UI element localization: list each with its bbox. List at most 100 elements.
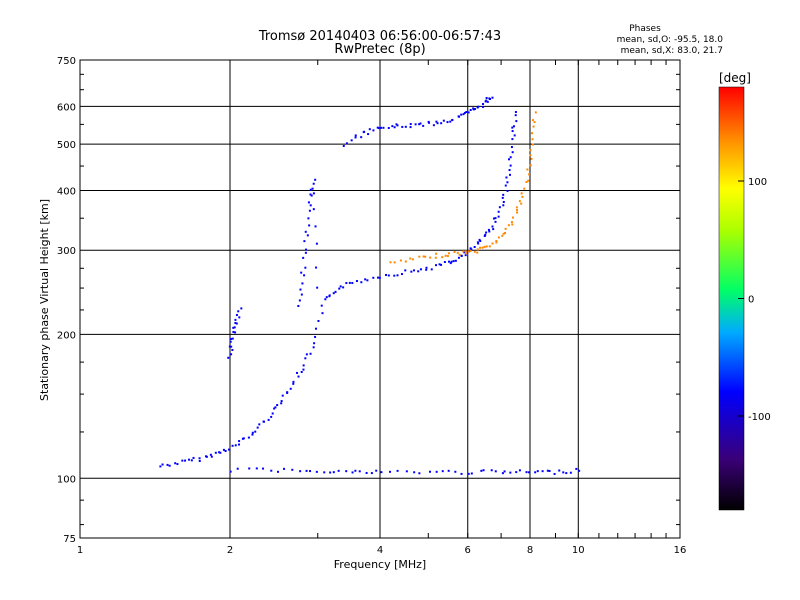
data-point	[473, 250, 476, 253]
data-point	[192, 456, 195, 459]
data-point	[470, 248, 473, 251]
data-point	[306, 234, 309, 237]
data-point	[345, 142, 348, 145]
data-point	[400, 273, 403, 276]
data-point	[205, 455, 208, 458]
data-point	[307, 201, 310, 204]
y-tick-label: 75	[63, 534, 76, 545]
data-point	[311, 187, 314, 190]
y-tick-label: 100	[57, 474, 76, 485]
data-point	[464, 254, 467, 257]
data-point	[404, 260, 407, 263]
data-point	[417, 270, 420, 273]
data-point	[251, 433, 254, 436]
data-point	[435, 252, 438, 255]
data-point	[305, 353, 308, 356]
data-point	[513, 134, 516, 137]
data-point	[476, 248, 479, 251]
data-point	[348, 281, 351, 284]
data-point	[469, 249, 472, 252]
data-point	[404, 125, 407, 128]
x-tick-label: 10	[572, 545, 585, 556]
data-point	[508, 158, 511, 161]
data-point	[309, 188, 312, 191]
data-point	[482, 103, 485, 106]
data-point	[161, 463, 164, 466]
data-point	[302, 368, 305, 371]
data-point	[303, 240, 306, 243]
data-point	[271, 412, 274, 415]
data-point	[232, 330, 235, 333]
data-point	[358, 470, 361, 473]
data-point	[270, 469, 273, 472]
data-point	[255, 467, 258, 470]
data-point	[495, 241, 498, 244]
data-point	[227, 448, 230, 451]
data-point	[181, 459, 184, 462]
data-point	[321, 312, 324, 315]
data-point	[235, 322, 238, 325]
data-point	[452, 260, 455, 263]
data-point	[410, 270, 413, 273]
data-point	[529, 149, 532, 152]
data-point	[504, 231, 507, 234]
data-point	[512, 125, 515, 128]
data-point	[231, 348, 234, 351]
data-point	[337, 469, 340, 472]
data-point	[514, 110, 517, 113]
data-point	[262, 467, 265, 470]
data-point	[541, 470, 544, 473]
data-point	[354, 134, 357, 137]
data-point	[238, 440, 241, 443]
data-point	[470, 472, 473, 475]
data-point	[508, 169, 511, 172]
data-point	[409, 123, 412, 126]
data-point	[247, 436, 250, 439]
data-point	[465, 111, 468, 114]
data-point	[184, 459, 187, 462]
data-point	[504, 184, 507, 187]
data-point	[435, 264, 438, 267]
data-point	[511, 223, 514, 226]
data-point	[553, 472, 556, 475]
data-point	[230, 353, 233, 356]
data-point	[450, 260, 453, 263]
data-point	[308, 224, 311, 227]
data-point	[477, 105, 480, 108]
data-point	[422, 255, 425, 258]
data-point	[168, 464, 171, 467]
data-point	[483, 245, 486, 248]
data-point	[302, 256, 305, 259]
data-point	[515, 206, 518, 209]
data-point	[548, 469, 551, 472]
data-point	[441, 470, 444, 473]
x-axis-label: Frequency [MHz]	[334, 558, 426, 571]
data-point	[312, 208, 315, 211]
y-tick-label: 600	[57, 102, 76, 113]
data-point	[363, 130, 366, 133]
data-point	[485, 231, 488, 234]
data-point	[286, 391, 289, 394]
data-point	[525, 471, 528, 474]
data-point	[528, 173, 531, 176]
data-point	[527, 471, 530, 474]
data-point	[262, 420, 265, 423]
data-point	[479, 246, 482, 249]
data-point	[505, 176, 508, 179]
data-point	[228, 345, 231, 348]
data-point	[277, 470, 280, 473]
data-point	[328, 294, 331, 297]
data-point	[425, 266, 428, 269]
data-point	[382, 126, 385, 129]
data-point	[387, 127, 390, 130]
data-point	[267, 418, 270, 421]
data-point	[436, 122, 439, 125]
data-point	[230, 345, 233, 348]
data-point	[467, 250, 470, 253]
data-point	[387, 274, 390, 277]
data-point	[393, 274, 396, 277]
data-point	[491, 242, 494, 245]
y-tick-label: 750	[57, 56, 76, 67]
data-point	[501, 196, 504, 199]
